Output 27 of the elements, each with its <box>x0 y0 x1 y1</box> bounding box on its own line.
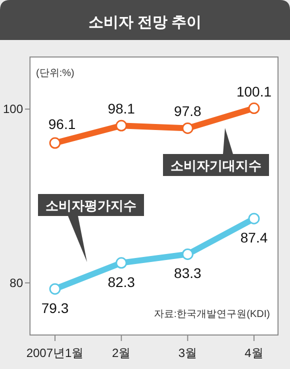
point <box>116 120 128 132</box>
data-label: 83.3 <box>174 265 202 282</box>
point <box>182 248 194 260</box>
point <box>248 212 260 224</box>
point <box>49 137 61 149</box>
data-label: 96.1 <box>48 116 76 132</box>
y-tick-label: 80 <box>10 276 24 290</box>
chart-title: 소비자 전망 추이 <box>88 14 202 31</box>
point <box>49 283 61 295</box>
point <box>182 122 194 134</box>
data-label: 100.1 <box>236 83 272 100</box>
text: 소비자평가지수 <box>46 198 136 213</box>
data-label: 87.4 <box>240 230 268 246</box>
y-tick-label: 100 <box>2 102 24 116</box>
data-label: 79.3 <box>41 300 69 316</box>
data-label: 98.1 <box>108 100 136 117</box>
x-tick-label: 2007년1월 <box>26 346 84 360</box>
point <box>116 257 128 269</box>
data-label: 82.3 <box>108 274 136 290</box>
x-tick-label: 4월 <box>244 346 264 360</box>
x-tick-label: 2월 <box>112 346 131 360</box>
x-tick-label: 3월 <box>178 346 198 360</box>
point <box>248 102 260 114</box>
text: 소비자기대지수 <box>170 158 262 173</box>
annotation: 자료:한국개발연구원(KDI) <box>154 309 270 320</box>
y-axis-title: (단위:%) <box>36 68 74 79</box>
data-label: 97.8 <box>174 103 202 120</box>
